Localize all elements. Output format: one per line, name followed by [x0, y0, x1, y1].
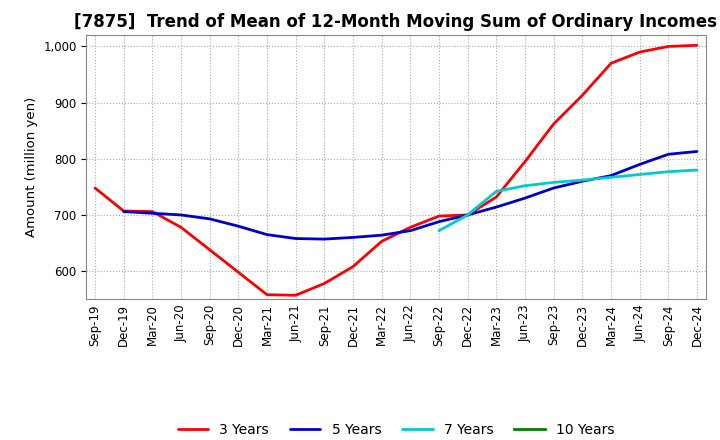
5 Years	[549, 185, 558, 191]
7 Years	[578, 177, 587, 183]
5 Years	[435, 219, 444, 224]
7 Years	[464, 213, 472, 218]
5 Years	[635, 162, 644, 167]
3 Years	[549, 121, 558, 127]
Line: 7 Years: 7 Years	[439, 170, 697, 231]
3 Years	[348, 264, 357, 269]
Y-axis label: Amount (million yen): Amount (million yen)	[24, 97, 37, 237]
3 Years	[664, 44, 672, 49]
3 Years	[148, 209, 157, 214]
7 Years	[664, 169, 672, 174]
7 Years	[635, 172, 644, 177]
3 Years	[292, 293, 300, 298]
5 Years	[263, 232, 271, 237]
3 Years	[435, 213, 444, 219]
7 Years	[693, 167, 701, 172]
3 Years	[464, 213, 472, 218]
3 Years	[607, 61, 616, 66]
5 Years	[234, 224, 243, 229]
3 Years	[234, 270, 243, 275]
3 Years	[120, 209, 128, 214]
3 Years	[521, 159, 529, 164]
7 Years	[607, 175, 616, 180]
7 Years	[492, 189, 500, 194]
Line: 3 Years: 3 Years	[95, 45, 697, 295]
5 Years	[492, 205, 500, 210]
3 Years	[492, 194, 500, 200]
5 Years	[292, 236, 300, 241]
5 Years	[578, 179, 587, 184]
7 Years	[435, 228, 444, 233]
3 Years	[320, 281, 328, 286]
3 Years	[693, 43, 701, 48]
Title: [7875]  Trend of Mean of 12-Month Moving Sum of Ordinary Incomes: [7875] Trend of Mean of 12-Month Moving …	[74, 13, 718, 31]
Line: 5 Years: 5 Years	[124, 151, 697, 239]
5 Years	[693, 149, 701, 154]
3 Years	[91, 185, 99, 191]
5 Years	[320, 236, 328, 242]
Legend: 3 Years, 5 Years, 7 Years, 10 Years: 3 Years, 5 Years, 7 Years, 10 Years	[172, 417, 620, 440]
3 Years	[635, 49, 644, 55]
7 Years	[521, 183, 529, 188]
5 Years	[521, 195, 529, 201]
5 Years	[664, 152, 672, 157]
5 Years	[348, 235, 357, 240]
5 Years	[377, 232, 386, 238]
3 Years	[263, 292, 271, 297]
3 Years	[205, 247, 214, 253]
5 Years	[148, 211, 157, 216]
5 Years	[176, 213, 185, 218]
3 Years	[578, 93, 587, 98]
5 Years	[406, 228, 415, 233]
3 Years	[406, 225, 415, 230]
5 Years	[120, 209, 128, 214]
5 Years	[607, 173, 616, 178]
5 Years	[205, 216, 214, 221]
7 Years	[549, 180, 558, 185]
5 Years	[464, 213, 472, 218]
3 Years	[176, 225, 185, 230]
3 Years	[377, 239, 386, 244]
